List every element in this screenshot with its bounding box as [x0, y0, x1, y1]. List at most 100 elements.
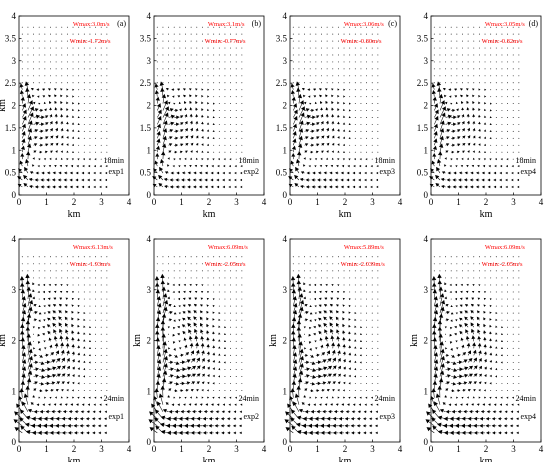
- wind-vector: [518, 130, 520, 132]
- wind-vector: [78, 47, 80, 49]
- wind-vector: [314, 430, 322, 435]
- wind-vector: [478, 357, 482, 363]
- wind-vector: [190, 40, 192, 42]
- wind-vector: [332, 357, 337, 363]
- wind-vector: [363, 417, 367, 421]
- wind-vector: [304, 54, 306, 56]
- wind-vector: [354, 26, 356, 28]
- wind-vector: [317, 171, 322, 175]
- wind-vector: [160, 273, 165, 285]
- wind-vector: [371, 383, 373, 385]
- wind-vector: [290, 276, 296, 285]
- wind-vector: [230, 369, 232, 370]
- wind-vector: [60, 342, 64, 349]
- wind-vector: [501, 54, 503, 56]
- wind-vector: [454, 332, 457, 336]
- wind-vector: [95, 263, 97, 265]
- wind-vector: [38, 26, 40, 28]
- wind-vector: [53, 94, 57, 98]
- wind-vector: [95, 326, 97, 328]
- wind-vector: [359, 158, 362, 161]
- wind-vector: [315, 82, 317, 84]
- wind-vector: [450, 312, 454, 315]
- wind-vector: [59, 290, 63, 294]
- wind-vector: [511, 164, 514, 168]
- wind-vector: [451, 150, 455, 154]
- wind-vector: [484, 75, 486, 77]
- wind-vector: [371, 284, 373, 286]
- wind-vector: [366, 82, 368, 84]
- wind-vector: [479, 416, 486, 421]
- wind-vector: [321, 26, 322, 28]
- wind-vector: [467, 75, 469, 77]
- wind-vector: [454, 403, 457, 406]
- wind-vector: [17, 183, 23, 188]
- wind-vector: [298, 128, 304, 139]
- wind-vector: [106, 333, 108, 335]
- wind-vector: [315, 61, 317, 63]
- wind-vector: [177, 290, 180, 294]
- wind-vector: [331, 120, 335, 125]
- wind-vector: [24, 158, 30, 167]
- wind-vector: [459, 304, 463, 308]
- wind-vector: [44, 389, 49, 393]
- wind-vector: [89, 284, 91, 286]
- wind-vector: [507, 376, 509, 377]
- wind-vector: [218, 75, 220, 77]
- wind-vector: [377, 397, 379, 399]
- wind-vector: [83, 103, 85, 105]
- wind-vector: [195, 342, 199, 349]
- wind-vector: [430, 395, 435, 405]
- wind-vector: [460, 403, 463, 406]
- wind-vector: [371, 89, 373, 91]
- wmin-annotation: Wmin:-1.72m/s: [70, 38, 111, 45]
- wind-vector: [505, 164, 508, 168]
- wind-vector: [53, 290, 57, 294]
- wind-vector: [456, 115, 461, 119]
- wind-vector: [156, 270, 158, 272]
- wind-vector: [166, 164, 170, 167]
- wind-vector: [66, 150, 69, 153]
- wind-vector: [490, 47, 492, 49]
- wind-vector: [61, 365, 66, 370]
- wind-vector: [464, 310, 469, 314]
- wind-vector: [36, 88, 40, 92]
- wind-vector: [292, 256, 294, 258]
- wind-vector: [22, 109, 27, 118]
- wind-vector: [95, 277, 97, 279]
- wmin-annotation: Wmin:-0.80m/s: [341, 38, 382, 45]
- wind-vector: [349, 263, 351, 265]
- wind-vector: [21, 61, 23, 63]
- wind-vector: [512, 312, 514, 314]
- wind-vector: [47, 317, 51, 321]
- wind-vector: [326, 277, 328, 279]
- wind-vector: [100, 54, 102, 56]
- wind-vector: [230, 263, 232, 265]
- wind-vector: [27, 100, 33, 111]
- wind-vector: [92, 410, 96, 414]
- wind-vector: [321, 256, 322, 258]
- wind-vector: [44, 129, 49, 133]
- wind-vector: [230, 151, 232, 153]
- wind-vector: [213, 270, 215, 272]
- wind-vector: [512, 54, 514, 56]
- wind-vector: [477, 322, 481, 328]
- wind-vector: [307, 403, 311, 407]
- wind-vector: [168, 129, 174, 133]
- wind-vector: [44, 136, 49, 140]
- wind-vector: [439, 408, 446, 413]
- wind-vector: [179, 256, 181, 258]
- wind-vector: [445, 360, 451, 365]
- wind-vector: [495, 318, 498, 321]
- wind-vector: [63, 178, 68, 182]
- wind-vector: [27, 135, 32, 146]
- wind-vector: [479, 423, 486, 428]
- wind-vector: [294, 393, 300, 405]
- wind-vector: [473, 61, 475, 63]
- wind-vector: [467, 270, 469, 272]
- wind-vector: [437, 429, 446, 435]
- wind-vector: [518, 291, 520, 293]
- wind-vector: [218, 123, 220, 125]
- wind-vector: [241, 326, 243, 328]
- wind-vector: [450, 256, 452, 258]
